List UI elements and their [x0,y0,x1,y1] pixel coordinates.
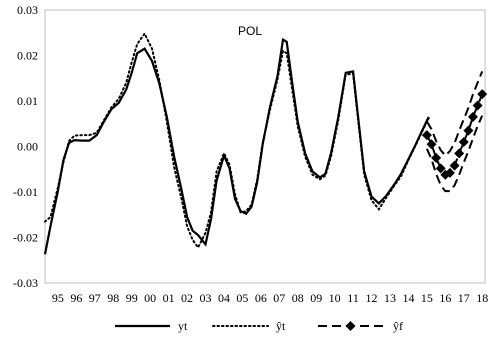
x-axis: 95 96 97 98 99 00 01 02 03 04 05 06 07 08 09 10 11 12 13 14… [52,291,488,305]
chart-title: POL [238,24,262,38]
forecast-point [444,167,455,178]
forecast-point [458,136,469,147]
y-tick-label: -0.02 [13,231,38,245]
legend-marker [345,321,356,331]
series-upper-band-line [426,71,484,158]
x-tick-label: 06 [255,291,267,305]
forecast-point [454,148,465,159]
legend: yt ŷt ŷf [115,319,403,333]
x-tick-label: 99 [126,291,138,305]
x-tick-label: 09 [310,291,322,305]
x-tick-label: 05 [236,291,248,305]
x-tick-label: 11 [347,291,359,305]
series-2 [44,31,430,250]
forecast-point [472,100,483,111]
y-tick-label: -0.03 [13,276,38,290]
x-tick-label: 96 [70,291,82,305]
series-lower-band-line [425,115,484,193]
series-3 [421,71,488,193]
y-axis: -0.03 -0.02 -0.01 0.00 0.01 0.02 0.03 [13,3,38,290]
y-tick-label: 0.01 [17,94,38,108]
series-line [44,31,430,250]
legend-label: ŷt [276,319,286,333]
y-tick-label: 0.02 [17,49,38,63]
x-tick-label: 98 [107,291,119,305]
legend-label: ŷf [393,319,403,333]
forecast-point [477,89,488,100]
series-layer [43,31,488,255]
x-tick-label: 97 [89,291,101,305]
y-tick-label: 0.03 [17,3,38,17]
x-tick-label: 08 [292,291,304,305]
forecast-point [449,160,460,171]
forecast-point [463,125,474,136]
x-tick-label: 16 [439,291,451,305]
forecast-point [435,163,446,174]
x-tick-label: 17 [458,291,470,305]
x-tick-label: 04 [218,291,230,305]
series-line [43,37,430,255]
x-tick-label: 18 [476,291,488,305]
legend-item: ŷt [212,319,286,333]
forecast-point [426,139,437,150]
forecast-point [421,130,432,141]
x-tick-label: 00 [144,291,156,305]
x-tick-label: 07 [273,291,285,305]
x-tick-label: 03 [200,291,212,305]
x-tick-label: 15 [421,291,433,305]
x-tick-label: 14 [402,291,414,305]
forecast-point [468,111,479,122]
x-tick-label: 01 [163,291,175,305]
x-tick-label: 13 [384,291,396,305]
plot-frame [44,9,486,284]
x-tick-label: 10 [329,291,341,305]
legend-item: yt [115,319,188,333]
x-tick-label: 95 [52,291,64,305]
series-1 [43,37,430,255]
y-tick-label: 0.00 [17,140,38,154]
x-tick-label: 12 [366,291,378,305]
y-tick-label: -0.01 [13,185,38,199]
forecast-point [431,152,442,163]
legend-item: ŷf [318,319,403,333]
x-tick-label: 02 [181,291,193,305]
legend-label: yt [178,319,188,333]
